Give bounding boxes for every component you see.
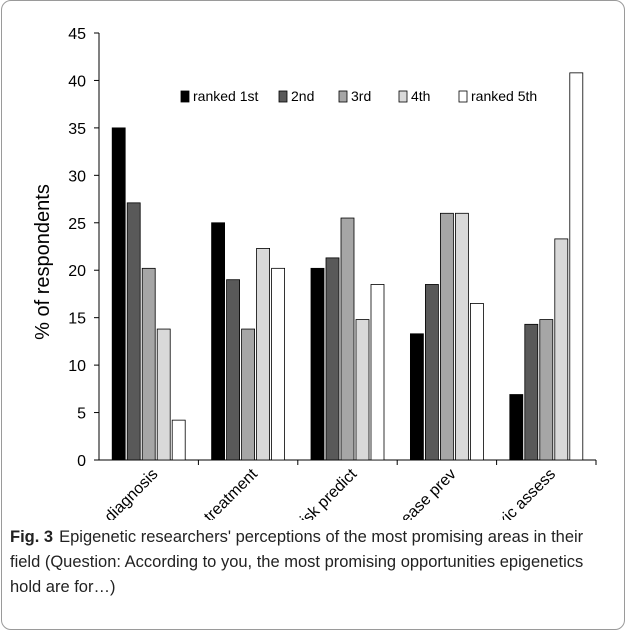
bar-treatment-ranked-1st [211, 222, 226, 461]
y-axis: 0 5 10 15 20 25 30 35 40 45 [68, 26, 100, 470]
legend-swatch [458, 90, 468, 103]
bar-diagnosis-ranked-5th [171, 419, 186, 461]
figure-caption: Fig. 3 Epigenetic researchers' perception… [10, 525, 615, 600]
bar-toxic-assess-ranked-5th [569, 72, 584, 461]
bar-disease-prev-ranked-1st [409, 333, 424, 461]
x-tick-label: disease prev [384, 466, 460, 520]
y-tick-label: 20 [68, 263, 86, 280]
bar-chart: 0 5 10 15 20 25 30 35 40 45 diagnosis treatment ris… [32, 26, 597, 520]
bar-disease-prev-4th [454, 212, 469, 461]
y-tick-label: 35 [68, 121, 86, 138]
bar-disease-prev-ranked-5th [469, 303, 484, 461]
y-tick-label: 25 [68, 216, 86, 233]
y-tick-label: 10 [68, 358, 86, 375]
x-tick-label: diagnosis [102, 466, 162, 520]
bar-toxic-assess-2nd [524, 323, 539, 461]
legend-label: 3rd [351, 88, 371, 104]
bars [111, 72, 584, 461]
y-tick-label: 15 [68, 311, 86, 328]
legend-swatch [398, 90, 408, 103]
bar-disease-prev-3rd [439, 212, 454, 461]
bar-diagnosis-4th [156, 328, 171, 461]
bar-risk-predict-ranked-5th [370, 284, 385, 461]
bar-treatment-2nd [226, 279, 241, 461]
legend-label: 4th [411, 88, 430, 104]
x-tick-label: toxic assess [485, 466, 559, 520]
x-tick-label: treatment [201, 465, 261, 520]
bar-risk-predict-3rd [340, 217, 355, 461]
legend-label: ranked 5th [471, 88, 537, 104]
bar-diagnosis-ranked-1st [111, 127, 126, 461]
legend-label: ranked 1st [193, 88, 258, 104]
x-axis: diagnosis treatment risk predict disease pr… [99, 459, 597, 520]
bar-toxic-assess-ranked-1st [509, 394, 524, 461]
y-tick-label: 40 [68, 73, 86, 90]
bar-treatment-3rd [241, 328, 256, 461]
y-tick-label: 0 [77, 453, 86, 470]
bar-treatment-ranked-5th [271, 267, 286, 461]
legend-swatch [180, 90, 190, 103]
bar-risk-predict-ranked-1st [310, 267, 325, 461]
bar-toxic-assess-3rd [539, 319, 554, 461]
bar-disease-prev-2nd [424, 284, 439, 461]
bar-treatment-4th [256, 247, 271, 461]
y-tick-label: 45 [68, 26, 86, 43]
caption-text: Epigenetic researchers' perceptions of t… [10, 528, 584, 596]
legend: ranked 1st 2nd 3rd 4th ranked 5th [180, 88, 537, 104]
bar-risk-predict-4th [355, 319, 370, 461]
y-tick-label: 5 [77, 406, 86, 423]
legend-label: 2nd [291, 88, 314, 104]
figure-label: Fig. 3 [10, 528, 54, 546]
bar-diagnosis-2nd [126, 202, 141, 461]
bar-diagnosis-3rd [141, 267, 156, 461]
bar-toxic-assess-4th [554, 238, 569, 461]
y-axis-label: % of respondents [32, 184, 54, 340]
legend-swatch [338, 90, 348, 103]
legend-swatch [278, 90, 288, 103]
bar-risk-predict-2nd [325, 257, 340, 461]
x-tick-label: risk predict [294, 465, 361, 520]
y-tick-label: 30 [68, 168, 86, 185]
